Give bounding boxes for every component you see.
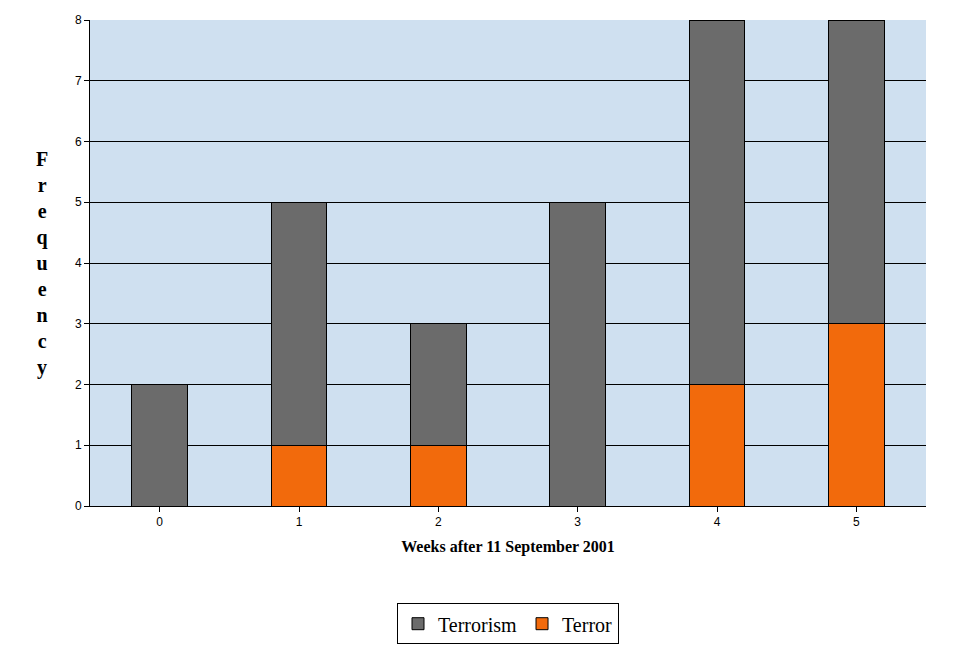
svg-text:1: 1 [75, 438, 82, 452]
svg-text:2: 2 [75, 378, 82, 392]
svg-text:0: 0 [156, 515, 163, 529]
svg-text:Weeks after 11 September 2001: Weeks after 11 September 2001 [401, 538, 615, 556]
svg-text:4: 4 [714, 515, 721, 529]
svg-text:5: 5 [853, 515, 860, 529]
svg-text:3: 3 [75, 317, 82, 331]
svg-text:Frequency: Frequency [36, 148, 48, 379]
svg-text:4: 4 [75, 256, 82, 270]
svg-text:7: 7 [75, 74, 82, 88]
svg-text:8: 8 [75, 13, 82, 27]
svg-text:Terror: Terror [562, 614, 612, 636]
svg-text:1: 1 [296, 515, 303, 529]
svg-text:6: 6 [75, 135, 82, 149]
svg-text:0: 0 [75, 499, 82, 513]
svg-text:2: 2 [435, 515, 442, 529]
svg-text:3: 3 [574, 515, 581, 529]
svg-text:5: 5 [75, 195, 82, 209]
svg-text:Terrorism: Terrorism [438, 614, 517, 636]
